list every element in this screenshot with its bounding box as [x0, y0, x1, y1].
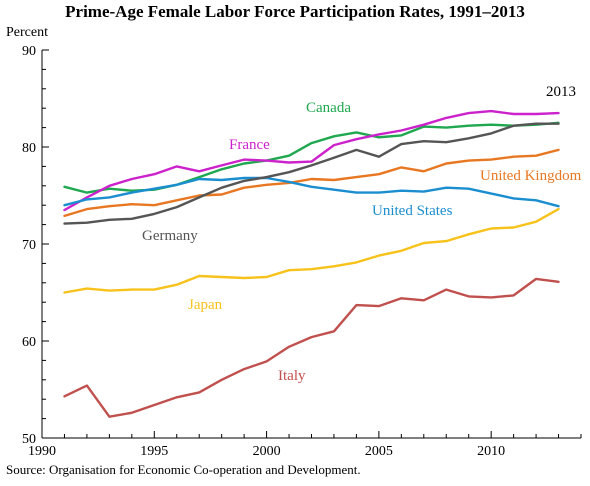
series-label-japan: Japan — [188, 297, 223, 313]
series-label-united-kingdom: United Kingdom — [480, 168, 582, 184]
series-line-france — [63, 109, 560, 212]
axes: 1990 1995 2000 2005 2010 50 60 70 80 90 — [22, 44, 582, 459]
series-label-italy: Italy — [278, 368, 306, 384]
series-labels: Canada France United Kingdom United States G… — [142, 100, 582, 384]
y-tick-label: 70 — [22, 238, 36, 253]
end-year-label: 2013 — [546, 84, 576, 100]
y-tick-label: 50 — [22, 432, 36, 447]
y-tick-label: 80 — [22, 141, 36, 156]
x-tick-label: 1995 — [140, 444, 168, 459]
series-label-canada: Canada — [306, 100, 351, 116]
y-tick-label: 60 — [22, 335, 36, 350]
chart-title: Prime-Age Female Labor Force Participati… — [65, 2, 525, 21]
x-tick-label: 2000 — [253, 444, 281, 459]
series-line-united-states — [63, 176, 560, 208]
x-tick-label: 2010 — [477, 444, 505, 459]
source-note: Source: Organisation for Economic Co-ope… — [6, 462, 361, 477]
series-lines — [63, 109, 560, 418]
series-line-italy — [63, 277, 560, 418]
y-axis-label: Percent — [6, 25, 48, 40]
series-line-germany — [63, 122, 560, 225]
series-line-united-kingdom — [63, 148, 560, 218]
series-label-united-states: United States — [372, 203, 453, 219]
y-tick-label: 90 — [22, 44, 36, 59]
series-label-germany: Germany — [142, 228, 198, 244]
series-label-france: France — [229, 137, 270, 153]
x-tick-label: 1990 — [28, 444, 56, 459]
x-tick-label: 2005 — [365, 444, 393, 459]
series-line-japan — [63, 207, 560, 294]
